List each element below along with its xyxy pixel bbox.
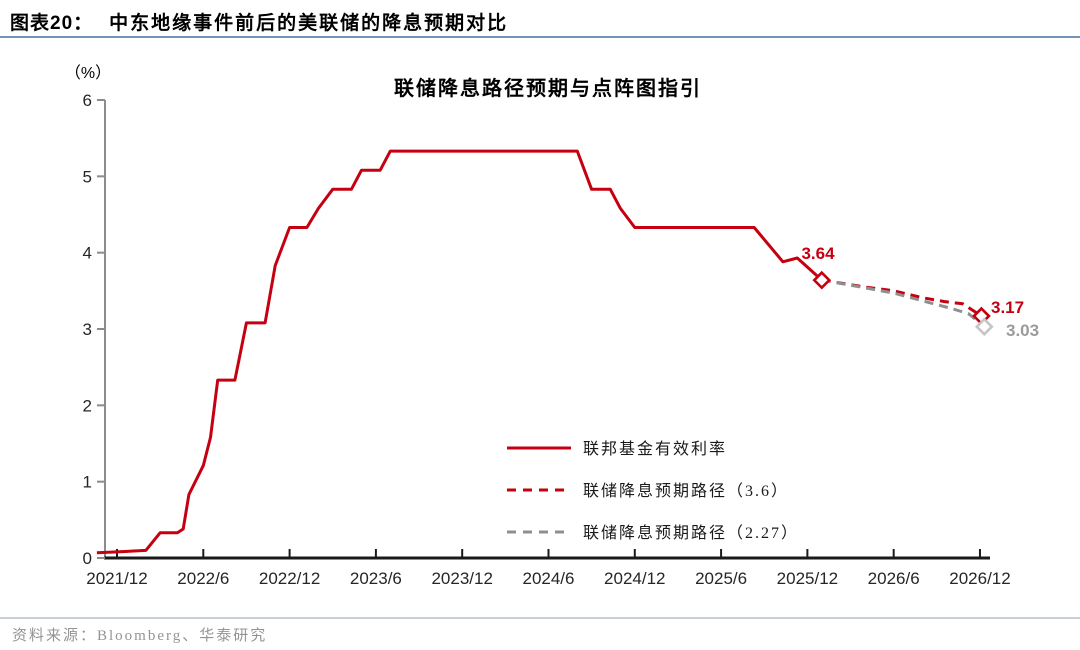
legend-item-effective-rate: 联邦基金有效利率 xyxy=(507,440,727,458)
data-point-diamond-marker xyxy=(812,270,832,290)
data-point-diamond-marker xyxy=(974,317,994,337)
x-axis-tick-label: 2026/6 xyxy=(868,569,920,588)
annotation-3-64: 3.64 xyxy=(801,244,835,263)
legend-label: 联邦基金有效利率 xyxy=(583,440,727,458)
figure-title: 中东地缘事件前后的美联储的降息预期对比 xyxy=(109,13,509,34)
header-underline xyxy=(0,36,1080,38)
figure-number-label: 图表20： xyxy=(10,13,94,34)
series-dashed-line xyxy=(821,278,983,318)
y-axis-tick-label: 2 xyxy=(83,396,92,415)
legend-item-path-3-6: 联储降息预期路径（3.6） xyxy=(507,482,789,500)
x-axis-tick-label: 2023/12 xyxy=(431,569,492,588)
y-axis-tick-label: 4 xyxy=(83,244,92,263)
y-axis-tick-label: 3 xyxy=(83,320,92,339)
y-axis-tick-label: 1 xyxy=(83,473,92,492)
series-solid-line xyxy=(96,149,823,555)
chart-plot-area: 0 1 2 3 4 5 6 2021/12 2022/6 2022/12 2023/6 2023/12… xyxy=(83,91,1011,588)
x-axis-tick-label: 2025/6 xyxy=(695,569,747,588)
figure-header: 图表20： 中东地缘事件前后的美联储的降息预期对比 xyxy=(10,8,1070,35)
annotation-3-17: 3.17 xyxy=(991,298,1024,317)
y-axis-tick-label: 5 xyxy=(83,167,92,186)
source-divider xyxy=(0,617,1080,619)
x-axis-tick-label: 2022/6 xyxy=(177,569,229,588)
legend: 联邦基金有效利率 联储降息预期路径（3.6） 联储降息预期路径（2.27） xyxy=(507,440,799,542)
annotation-3-03: 3.03 xyxy=(1006,321,1039,340)
x-axis-tick-label: 2021/12 xyxy=(86,569,147,588)
x-axis-tick-label: 2024/6 xyxy=(522,569,574,588)
legend-label: 联储降息预期路径（3.6） xyxy=(583,482,789,500)
x-axis-tick-label: 2024/12 xyxy=(604,569,665,588)
y-axis-tick-label: 0 xyxy=(83,549,92,568)
x-axis-tick-label: 2022/12 xyxy=(259,569,320,588)
y-axis-unit-label: （%） xyxy=(65,64,111,82)
x-axis-tick-label: 2023/6 xyxy=(350,569,402,588)
x-axis-tick-label: 2026/12 xyxy=(949,569,1010,588)
source-text: 资料来源：Bloomberg、华泰研究 xyxy=(12,628,268,644)
series-dashed-line xyxy=(821,278,986,328)
legend-item-path-2-27: 联储降息预期路径（2.27） xyxy=(507,524,799,542)
chart-title: 联储降息路径预期与点阵图指引 xyxy=(394,76,702,100)
y-axis-tick-label: 6 xyxy=(83,91,92,110)
x-axis-tick-label: 2025/12 xyxy=(777,569,838,588)
legend-label: 联储降息预期路径（2.27） xyxy=(583,524,799,542)
